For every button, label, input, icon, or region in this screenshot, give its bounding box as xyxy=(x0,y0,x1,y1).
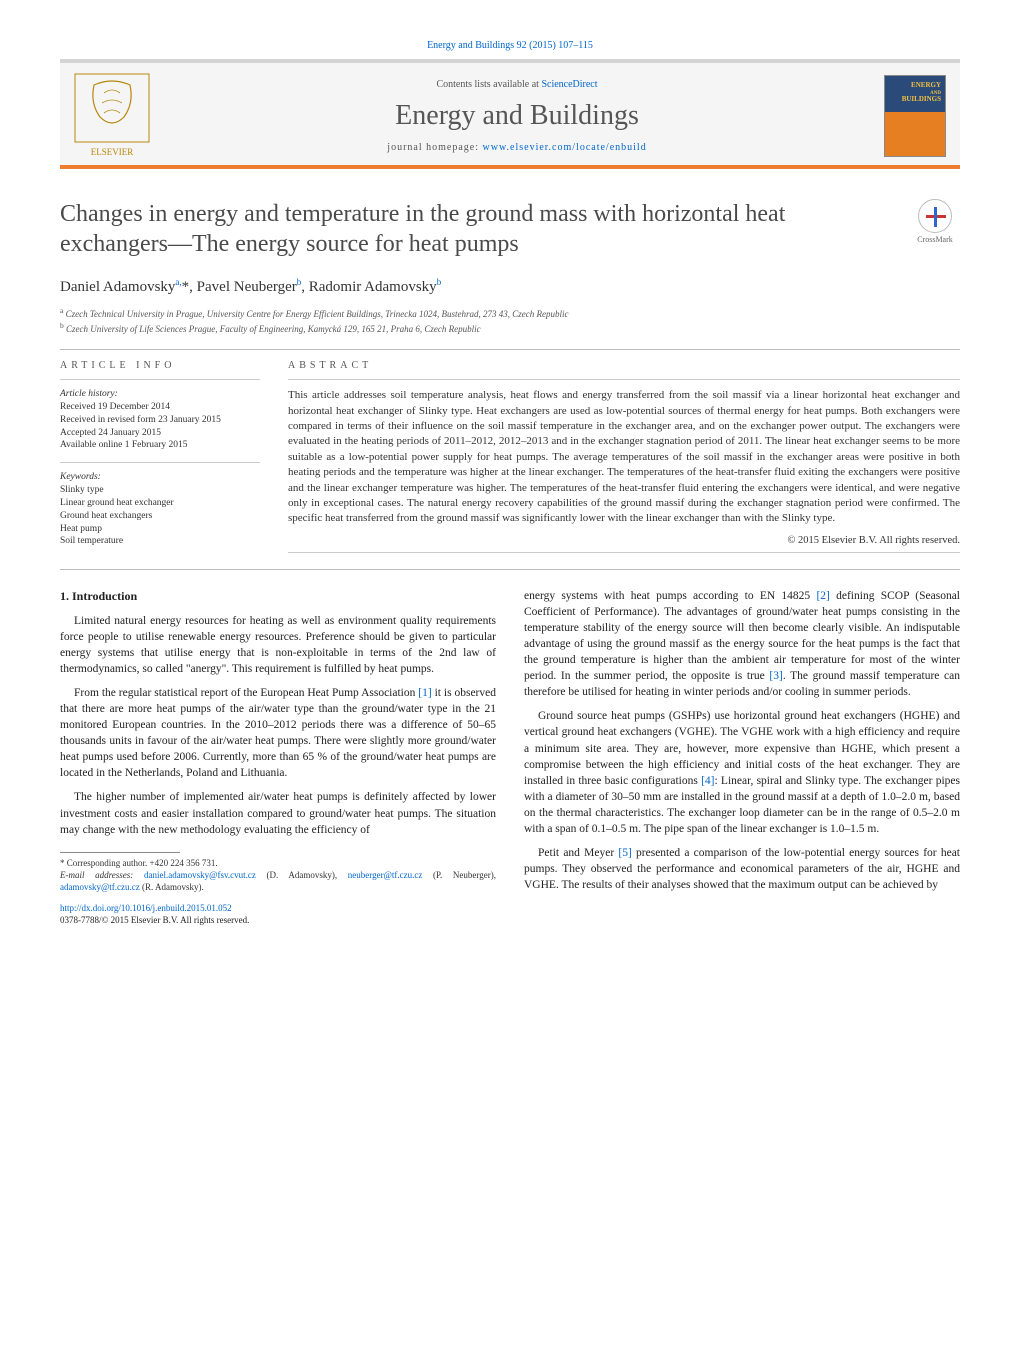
cover-label: ENERGYANDBUILDINGS xyxy=(902,82,941,103)
keyword: Soil temperature xyxy=(60,536,123,546)
history-accepted: Accepted 24 January 2015 xyxy=(60,428,161,438)
info-divider xyxy=(60,462,260,463)
abstract-divider xyxy=(288,379,960,380)
divider xyxy=(60,569,960,570)
info-divider xyxy=(60,379,260,380)
history-revised: Received in revised form 23 January 2015 xyxy=(60,415,221,425)
email-link[interactable]: adamovsky@tf.czu.cz xyxy=(60,882,140,892)
citation-line: Energy and Buildings 92 (2015) 107–115 xyxy=(60,40,960,51)
affiliation-b: b Czech University of Life Sciences Prag… xyxy=(60,321,960,336)
issn-copyright: 0378-7788/© 2015 Elsevier B.V. All right… xyxy=(60,915,249,925)
crossmark-icon xyxy=(918,199,952,233)
keyword: Ground heat exchangers xyxy=(60,511,152,521)
keywords-label: Keywords: xyxy=(60,472,101,482)
header-accent-rule xyxy=(60,165,960,169)
article-history: Article history: Received 19 December 20… xyxy=(60,388,260,452)
homepage-link[interactable]: www.elsevier.com/locate/enbuild xyxy=(483,142,647,153)
email-link[interactable]: daniel.adamovsky@fsv.cvut.cz xyxy=(144,870,256,880)
footnote-rule xyxy=(60,852,180,853)
footnotes: * Corresponding author. +420 224 356 731… xyxy=(60,857,496,893)
divider xyxy=(60,349,960,350)
contents-available: Contents lists available at ScienceDirec… xyxy=(150,79,884,90)
journal-header: ELSEVIER Contents lists available at Sci… xyxy=(60,59,960,165)
keyword: Slinky type xyxy=(60,485,104,495)
body-paragraph: Limited natural energy resources for hea… xyxy=(60,613,496,677)
affiliations: a Czech Technical University in Prague, … xyxy=(60,306,960,335)
body-paragraph: Petit and Meyer [5] presented a comparis… xyxy=(524,845,960,893)
body-paragraph: The higher number of implemented air/wat… xyxy=(60,789,496,837)
homepage-line: journal homepage: www.elsevier.com/locat… xyxy=(150,142,884,153)
affiliation-a: a Czech Technical University in Prague, … xyxy=(60,306,960,321)
abstract-column: ABSTRACT This article addresses soil tem… xyxy=(288,360,960,561)
doi-block: http://dx.doi.org/10.1016/j.enbuild.2015… xyxy=(60,903,496,926)
keywords-block: Keywords: Slinky type Linear ground heat… xyxy=(60,471,260,548)
journal-cover-thumbnail: ENERGYANDBUILDINGS xyxy=(884,75,946,157)
body-column-left: 1. Introduction Limited natural energy r… xyxy=(60,588,496,927)
body-paragraph: energy systems with heat pumps according… xyxy=(524,588,960,701)
abstract-copyright: © 2015 Elsevier B.V. All rights reserved… xyxy=(288,535,960,546)
abstract-bottom-divider xyxy=(288,552,960,553)
section-heading: 1. Introduction xyxy=(60,588,496,605)
body-paragraph: Ground source heat pumps (GSHPs) use hor… xyxy=(524,708,960,837)
corresponding-author: * Corresponding author. +420 224 356 731… xyxy=(60,857,496,869)
email-link[interactable]: neuberger@tf.czu.cz xyxy=(348,870,423,880)
authors: Daniel Adamovskya,*, Pavel Neubergerb, R… xyxy=(60,277,960,296)
body-two-column: 1. Introduction Limited natural energy r… xyxy=(60,588,960,927)
article-title: Changes in energy and temperature in the… xyxy=(60,199,860,259)
article-info-column: ARTICLE INFO Article history: Received 1… xyxy=(60,360,260,561)
history-label: Article history: xyxy=(60,389,118,399)
elsevier-logo: ELSEVIER xyxy=(74,73,150,159)
journal-name: Energy and Buildings xyxy=(150,100,884,132)
history-online: Available online 1 February 2015 xyxy=(60,440,188,450)
abstract-text: This article addresses soil temperature … xyxy=(288,388,960,527)
doi-link[interactable]: http://dx.doi.org/10.1016/j.enbuild.2015… xyxy=(60,903,232,913)
keyword: Linear ground heat exchanger xyxy=(60,498,174,508)
body-paragraph: From the regular statistical report of t… xyxy=(60,685,496,782)
article-info-label: ARTICLE INFO xyxy=(60,360,260,371)
abstract-label: ABSTRACT xyxy=(288,360,960,371)
crossmark-badge[interactable]: CrossMark xyxy=(910,199,960,244)
email-addresses: E-mail addresses: daniel.adamovsky@fsv.c… xyxy=(60,869,496,893)
keyword: Heat pump xyxy=(60,524,102,534)
elsevier-text: ELSEVIER xyxy=(91,147,134,157)
sciencedirect-link[interactable]: ScienceDirect xyxy=(541,79,597,90)
history-received: Received 19 December 2014 xyxy=(60,402,170,412)
body-column-right: energy systems with heat pumps according… xyxy=(524,588,960,927)
